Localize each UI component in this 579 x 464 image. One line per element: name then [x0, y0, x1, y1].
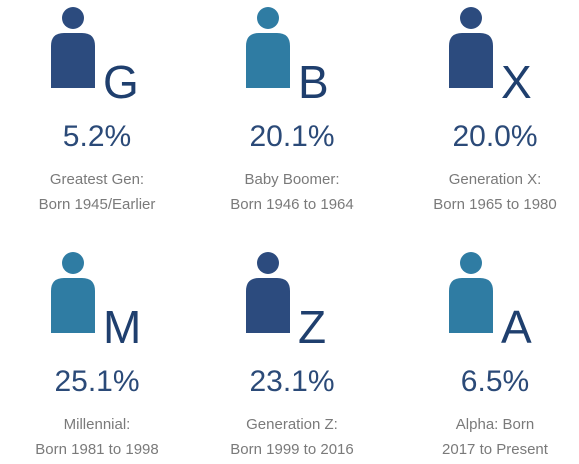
generation-letter: X	[501, 56, 532, 108]
percentage: 5.2%	[63, 120, 131, 153]
generation-label: Generation Z:	[246, 416, 338, 433]
generation-letter: B	[298, 56, 329, 108]
generation-letter: Z	[298, 301, 326, 353]
generation-label: Born 1981 to 1998	[35, 441, 158, 458]
percentage: 20.0%	[452, 120, 537, 153]
generation-letter: M	[103, 301, 141, 353]
generation-label: Born 1945/Earlier	[39, 196, 156, 213]
person-head	[460, 7, 482, 29]
generation-card: X 20.0% Generation X: Born 1965 to 1980	[433, 7, 557, 213]
generation-label: Greatest Gen:	[50, 171, 144, 188]
generation-card: Z 23.1% Generation Z: Born 1999 to 2016	[230, 252, 354, 458]
generation-card: G 5.2% Greatest Gen: Born 1945/Earlier	[39, 7, 156, 213]
person-head	[460, 252, 482, 274]
person-body	[246, 278, 290, 333]
generation-label: Baby Boomer:	[244, 171, 339, 188]
person-head	[257, 252, 279, 274]
generation-label: Born 1965 to 1980	[433, 196, 556, 213]
person-body	[246, 33, 290, 88]
generation-card: B 20.1% Baby Boomer: Born 1946 to 1964	[230, 7, 354, 213]
generation-label: Millennial:	[64, 416, 131, 433]
generation-label: Alpha: Born	[456, 416, 534, 433]
generation-card: M 25.1% Millennial: Born 1981 to 1998	[35, 252, 159, 458]
generation-label: Born 1946 to 1964	[230, 196, 353, 213]
percentage: 23.1%	[249, 365, 334, 398]
person-head	[257, 7, 279, 29]
generation-card: A 6.5% Alpha: Born 2017 to Present	[442, 252, 549, 458]
percentage: 20.1%	[249, 120, 334, 153]
generation-letter: A	[501, 301, 532, 353]
person-head	[62, 252, 84, 274]
percentage: 25.1%	[54, 365, 139, 398]
generation-letter: G	[103, 56, 139, 108]
person-head	[62, 7, 84, 29]
person-body	[449, 33, 493, 88]
person-body	[51, 33, 95, 88]
generation-label: 2017 to Present	[442, 441, 549, 458]
generation-label: Born 1999 to 2016	[230, 441, 353, 458]
percentage: 6.5%	[461, 365, 529, 398]
generation-label: Generation X:	[449, 171, 542, 188]
person-body	[449, 278, 493, 333]
person-body	[51, 278, 95, 333]
